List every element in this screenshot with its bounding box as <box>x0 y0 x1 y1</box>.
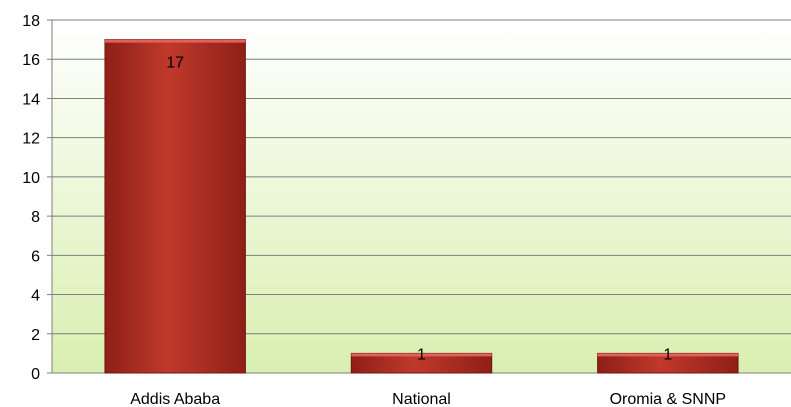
x-axis: Addis Ababa National Oromia & SNNP <box>130 391 726 407</box>
y-tick-label: 16 <box>22 52 40 69</box>
bar-top-highlight <box>351 353 492 357</box>
y-tick-label: 12 <box>22 131 40 148</box>
data-label: 17 <box>166 55 184 72</box>
bar-1 <box>104 39 246 374</box>
y-tick-label: 8 <box>31 209 40 226</box>
y-tick-label: 14 <box>22 91 40 108</box>
x-category-label: Addis Ababa <box>130 391 220 407</box>
y-axis: 0 2 4 6 8 10 12 14 16 18 <box>22 13 53 383</box>
x-category-label: National <box>392 391 451 407</box>
y-tick-label: 0 <box>31 366 40 383</box>
bars: 171 1 <box>104 39 739 374</box>
y-tick-label: 6 <box>31 248 40 265</box>
bar-top-highlight <box>597 353 739 357</box>
y-tick-label: 4 <box>31 288 40 305</box>
x-category-label: Oromia & SNNP <box>610 391 726 407</box>
data-label: 1 <box>417 346 426 363</box>
bar-top-highlight <box>104 39 246 43</box>
y-tick-label: 18 <box>22 13 40 30</box>
data-label: 1 <box>663 346 672 363</box>
y-tick-label: 2 <box>31 327 40 344</box>
y-tick-label: 10 <box>22 170 40 187</box>
